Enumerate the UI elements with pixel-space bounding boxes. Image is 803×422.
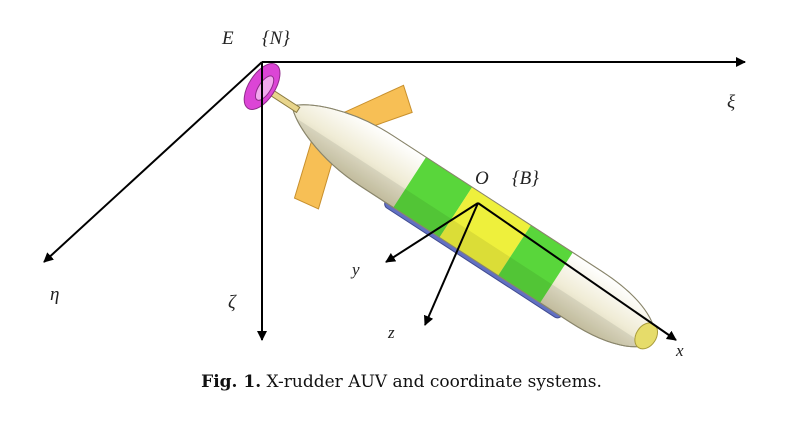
- x-body-axis-label: x: [675, 341, 684, 360]
- figure-caption-text: X-rudder AUV and coordinate systems.: [266, 372, 602, 392]
- zeta-axis-label: ζ: [228, 292, 237, 313]
- segment-green-1: [392, 155, 474, 240]
- eta-axis: [43, 61, 263, 263]
- figure-number: Fig. 1.: [201, 372, 262, 392]
- y-body-axis: [385, 202, 479, 263]
- xi-axis-label: ξ: [727, 92, 736, 113]
- body-frame-label: {B}: [512, 168, 539, 189]
- earth-frame-label: {N}: [262, 28, 290, 49]
- y-body-axis-label: y: [350, 260, 360, 279]
- z-body-axis-label: z: [387, 323, 395, 342]
- eta-axis-label: η: [50, 284, 59, 305]
- auv-coordinate-diagram: E {N} ξ η ζ O {B} x y z: [43, 28, 746, 366]
- auv-vehicle: [243, 63, 659, 366]
- earth-origin-label: E: [221, 28, 234, 49]
- x-body-axis: [477, 202, 677, 341]
- z-body-axis: [424, 202, 479, 326]
- segment-green-2: [497, 223, 574, 305]
- body-origin-label: O: [475, 168, 489, 189]
- figure-caption: Fig. 1. X-rudder AUV and coordinate syst…: [0, 372, 803, 392]
